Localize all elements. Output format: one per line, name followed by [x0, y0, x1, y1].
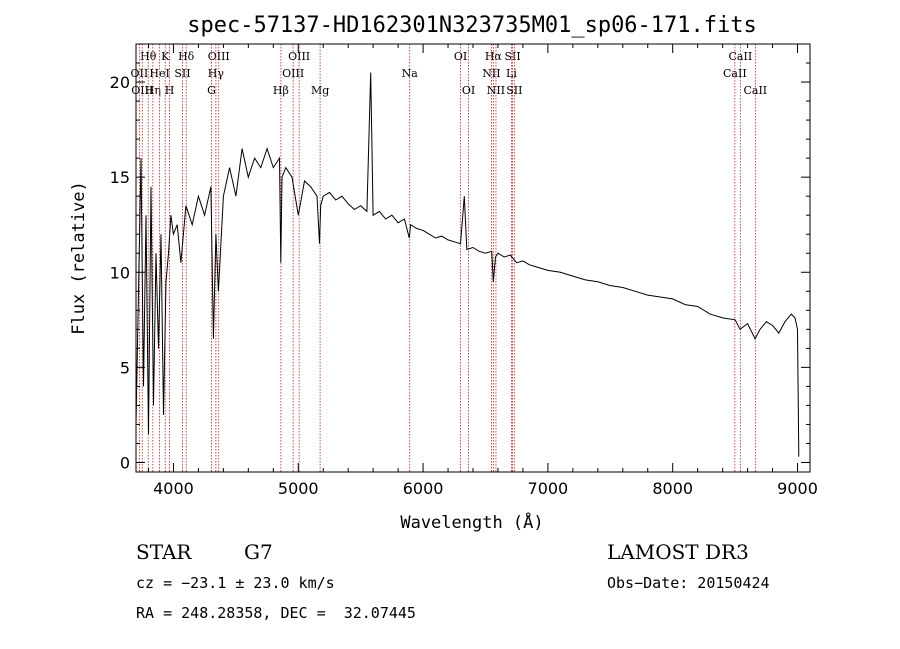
spectral-line-label: OIII [288, 50, 310, 63]
spectral-line-label: Li [506, 67, 517, 80]
subclass: G7 [244, 540, 273, 564]
spectral-line-label: CaII [743, 84, 767, 97]
y-tick-label: 10 [110, 263, 130, 282]
spectral-line-label: NII [482, 67, 500, 80]
spectral-line-label: NII [487, 84, 505, 97]
spectral-line-label: Hα [485, 50, 503, 63]
y-tick-label: 20 [110, 73, 130, 92]
obs-date: Obs−Date: 20150424 [607, 574, 770, 592]
x-tick-label: 4000 [153, 479, 194, 498]
spectrum-line [135, 72, 800, 457]
spectrum-series [135, 72, 800, 457]
coordinates: RA = 248.28358, DEC = 32.07445 [136, 604, 416, 622]
spectral-line-label: SII [504, 50, 520, 63]
spectral-line-label: Na [402, 67, 419, 80]
spectral-line-label: Hγ [208, 67, 225, 80]
spectral-line-label: CaII [729, 50, 753, 63]
spectral-line-label: CaII [723, 67, 747, 80]
x-tick-label: 6000 [403, 479, 444, 498]
x-tick-label: 5000 [278, 479, 319, 498]
y-tick-label: 0 [120, 453, 130, 472]
axis-ticks: 4000 5000 6000 7000 8000 9000 0 5 10 15 20 [110, 44, 818, 498]
spectral-line-label: OIII [282, 67, 304, 80]
spectral-line-label: OI [454, 50, 467, 63]
spectral-line-label: G [207, 84, 216, 97]
spectral-line-label: HeI [149, 67, 169, 80]
spectral-line-label: Hδ [178, 50, 195, 63]
spectral-line-label: OI [462, 84, 475, 97]
survey-name: LAMOST DR3 [607, 540, 749, 564]
spectral-line-label: Mg [311, 84, 329, 97]
y-axis-label: Flux (relative) [69, 181, 89, 335]
spectral-line-label: SII [174, 67, 190, 80]
spectral-line-label: SII [506, 84, 522, 97]
x-tick-label: 7000 [528, 479, 569, 498]
x-tick-label: 8000 [652, 479, 693, 498]
spectral-line-label: K [161, 50, 170, 63]
chart-title: spec-57137-HD162301N323735M01_sp06-171.f… [187, 13, 757, 38]
y-tick-label: 5 [120, 358, 130, 377]
spectral-line-label: OIII [208, 50, 230, 63]
y-tick-label: 15 [110, 168, 130, 187]
object-type: STAR [136, 540, 192, 564]
spectral-line-label: H [165, 84, 175, 97]
plot-frame [135, 43, 811, 473]
spectral-line-label: OIII [131, 84, 153, 97]
x-tick-label: 9000 [777, 479, 818, 498]
spectral-line-label: Hη [145, 84, 161, 97]
x-axis-label: Wavelength (Å) [400, 511, 543, 533]
spectral-line-label: OII [131, 67, 149, 80]
redshift-text: cz = −23.1 ± 23.0 km/s [136, 574, 335, 592]
spectral-line-label: Hβ [273, 84, 289, 97]
